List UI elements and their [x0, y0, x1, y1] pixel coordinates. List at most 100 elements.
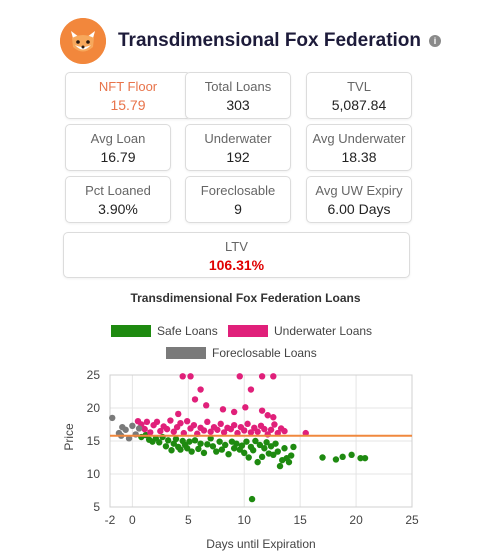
stat-value: 9 — [234, 201, 242, 217]
y-tick-label: 15 — [87, 434, 101, 448]
stat-value: 18.38 — [341, 149, 377, 165]
safe-point — [252, 437, 259, 445]
safe-point — [195, 445, 202, 453]
safe-point — [156, 439, 163, 446]
scatter-plot: -2 0 5 10 15 20 25 5 10 15 20 25 Price Days until E… — [62, 368, 419, 551]
safe-point — [241, 449, 248, 457]
underwater-point — [183, 418, 191, 425]
ltv-value: 106.31% — [208, 257, 265, 273]
chart-title: Transdimensional Fox Federation Loans — [130, 291, 361, 305]
safe-point — [281, 445, 288, 452]
safe-point — [186, 438, 193, 445]
legend-item-safe[interactable]: Safe Loans — [111, 324, 218, 338]
plot-axes: -2 0 5 10 15 20 25 5 10 15 20 25 — [87, 368, 419, 527]
stat-value: 6.00 Days — [327, 201, 391, 217]
y-axis-label: Price — [62, 423, 76, 451]
underwater-point — [247, 429, 255, 436]
underwater-point — [270, 414, 277, 421]
collection-title: Transdimensional Fox Federation — [118, 30, 422, 51]
stat-card-ltv: LTV 106.31% — [63, 232, 410, 278]
x-axis-label: Days until Expiration — [206, 537, 315, 551]
safe-point — [332, 456, 340, 463]
underwater-point — [258, 373, 266, 380]
underwater-point — [190, 421, 198, 429]
foreclosable-point — [135, 425, 143, 432]
safe-point — [274, 448, 281, 455]
legend-item-underwater[interactable]: Underwater Loans — [228, 324, 372, 338]
stat-label: Pct Loaned — [85, 183, 151, 198]
underwater-point — [163, 425, 171, 433]
underwater-point — [236, 373, 243, 380]
stat-label: NFT Floor — [98, 79, 158, 94]
underwater-point — [230, 421, 238, 429]
legend-label-underwater: Underwater Loans — [274, 324, 373, 338]
stat-card-underwater: Underwater 192 — [185, 124, 291, 171]
loans-chart: Transdimensional Fox Federation Loans Sa… — [0, 285, 491, 557]
safe-point — [361, 454, 369, 462]
underwater-point — [234, 429, 241, 437]
underwater-point — [187, 373, 194, 380]
stat-label: Total Loans — [204, 79, 272, 94]
safe-point — [254, 458, 261, 466]
safe-point — [209, 443, 217, 450]
underwater-point — [180, 429, 188, 437]
collection-header: Transdimensional Fox Federation i — [60, 18, 442, 64]
underwater-point — [244, 420, 251, 428]
safe-point — [172, 435, 180, 443]
safe-point — [243, 438, 250, 445]
stat-label: Avg Underwater — [312, 131, 406, 146]
stat-label: Foreclosable — [200, 183, 276, 198]
stat-value: 15.79 — [110, 97, 146, 113]
y-tick-label: 5 — [93, 500, 100, 514]
safe-point — [183, 445, 191, 452]
underwater-point — [267, 426, 275, 433]
underwater-point — [214, 426, 221, 433]
underwater-point — [179, 373, 186, 380]
safe-point — [162, 443, 170, 450]
x-tick-label: -2 — [105, 513, 116, 527]
plot-points — [109, 373, 369, 503]
foreclosable-point — [122, 426, 129, 433]
stat-card-avg-uw-expiry: Avg UW Expiry 6.00 Days — [306, 176, 412, 223]
legend-item-foreclosable[interactable]: Foreclosable Loans — [166, 346, 317, 360]
stat-card-nft-floor: NFT Floor 15.79 — [65, 72, 191, 119]
underwater-point — [230, 408, 238, 416]
underwater-point — [242, 404, 249, 411]
underwater-point — [220, 429, 228, 436]
legend-label-foreclosable: Foreclosable Loans — [212, 346, 317, 360]
underwater-point — [167, 417, 174, 424]
underwater-point — [143, 418, 151, 426]
underwater-point — [204, 418, 211, 426]
underwater-point — [254, 428, 261, 435]
underwater-point — [200, 427, 208, 434]
x-tick-label: 15 — [293, 513, 307, 527]
safe-point — [225, 451, 232, 458]
underwater-point — [261, 425, 268, 433]
underwater-point — [264, 412, 271, 419]
y-tick-label: 25 — [87, 368, 101, 382]
safe-point — [319, 454, 326, 461]
info-icon[interactable]: i — [429, 35, 442, 47]
x-tick-label: 20 — [349, 513, 363, 527]
safe-point — [200, 449, 208, 457]
stat-label: Avg UW Expiry — [315, 183, 403, 198]
safe-point — [276, 462, 284, 470]
y-tick-label: 10 — [87, 467, 101, 481]
stat-label: TVL — [347, 79, 371, 94]
safe-point — [263, 439, 270, 446]
stat-card-tvl: TVL 5,087.84 — [306, 72, 412, 119]
safe-point — [191, 437, 199, 444]
safe-point — [216, 438, 223, 445]
x-tick-label: 25 — [405, 513, 419, 527]
safe-point — [222, 441, 229, 449]
safe-point — [204, 441, 211, 448]
safe-point — [270, 451, 277, 459]
underwater-point — [271, 421, 278, 428]
legend-label-safe: Safe Loans — [157, 324, 218, 338]
underwater-point — [141, 425, 148, 433]
safe-point — [290, 443, 297, 451]
underwater-point — [247, 386, 255, 393]
stat-card-avg-underwater: Avg Underwater 18.38 — [306, 124, 412, 171]
underwater-point — [207, 428, 214, 435]
underwater-point — [241, 427, 248, 434]
